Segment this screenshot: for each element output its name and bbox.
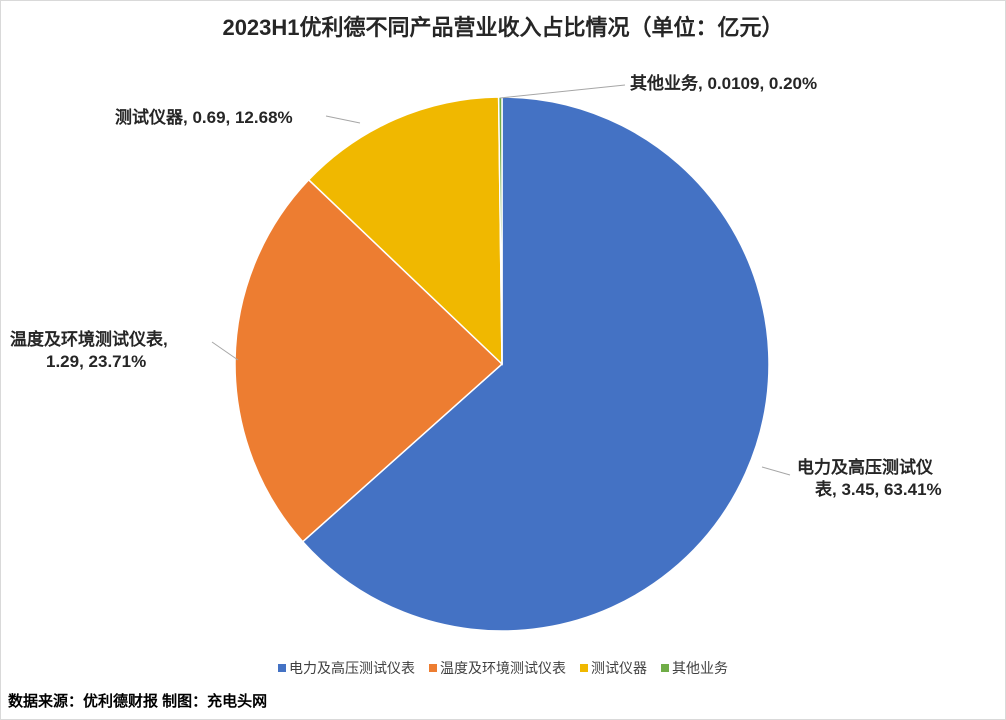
data-label-line: 电力及高压测试仪 [797, 458, 933, 477]
data-label-line: 温度及环境测试仪表, [10, 330, 168, 349]
leader-line-2 [211, 341, 239, 361]
pie-slice-3 [307, 96, 503, 366]
data-label-1: 电力及高压测试仪表, 3.45, 63.41% [797, 457, 942, 501]
legend-label: 测试仪器 [591, 660, 647, 676]
legend-item: 电力及高压测试仪表 [278, 658, 415, 678]
leader-line-4 [499, 84, 626, 99]
leader-line-3 [325, 115, 361, 124]
data-label-line: 1.29, 23.71% [46, 352, 147, 371]
legend-item: 测试仪器 [580, 658, 647, 678]
data-label-line: 其他业务, 0.0109, 0.20% [630, 74, 818, 93]
pie-slice-1 [301, 96, 770, 632]
source-note: 数据来源：优利德财报 制图：充电头网 [8, 693, 268, 710]
legend-item: 其他业务 [661, 658, 728, 678]
chart-title: 2023H1优利德不同产品营业收入占比情况（单位：亿元） [222, 15, 784, 40]
pie-slice-2 [234, 178, 504, 543]
chart-legend: 电力及高压测试仪表 温度及环境测试仪表 测试仪器 其他业务 [0, 658, 1006, 678]
data-label-3: 测试仪器, 0.69, 12.68% [115, 107, 293, 129]
data-label-2: 温度及环境测试仪表, 1.29, 23.71% [10, 329, 168, 373]
legend-label: 其他业务 [672, 660, 728, 676]
legend-swatch [429, 664, 437, 672]
data-label-line: 测试仪器, 0.69, 12.68% [115, 108, 293, 127]
data-label-line: 表, 3.45, 63.41% [815, 480, 942, 499]
legend-label: 温度及环境测试仪表 [440, 660, 566, 676]
pie-slice-4 [497, 96, 503, 365]
leader-line-1 [761, 466, 791, 476]
legend-swatch [278, 664, 286, 672]
legend-label: 电力及高压测试仪表 [289, 660, 415, 676]
legend-item: 温度及环境测试仪表 [429, 658, 566, 678]
legend-swatch [661, 664, 669, 672]
legend-swatch [580, 664, 588, 672]
data-label-4: 其他业务, 0.0109, 0.20% [630, 73, 817, 95]
